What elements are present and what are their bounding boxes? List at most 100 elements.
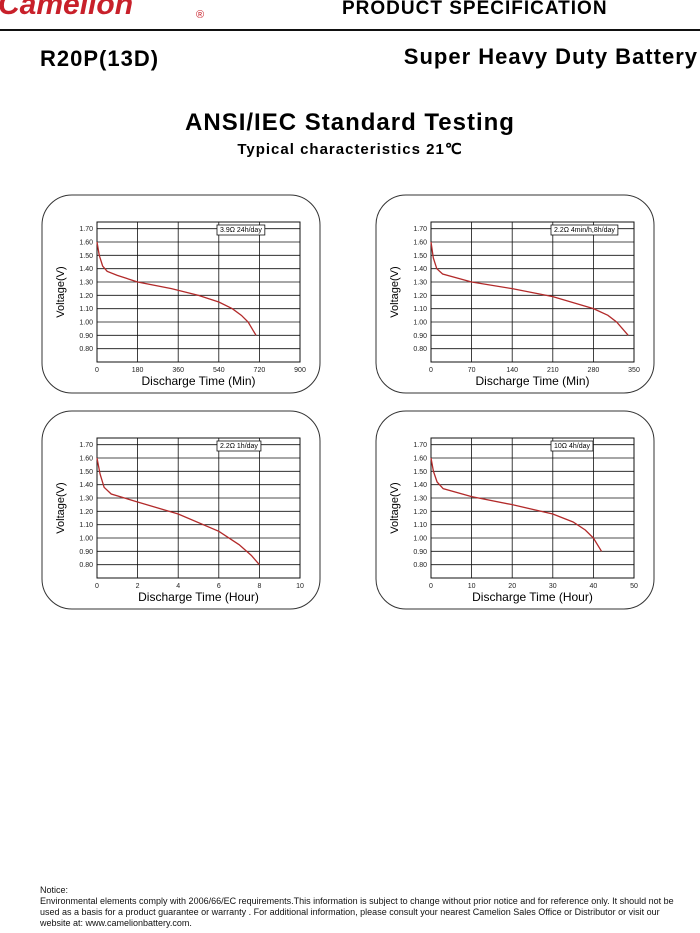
y-tick-label: 0.80 (79, 562, 93, 569)
y-tick-label: 1.20 (79, 509, 93, 516)
y-axis-label: Voltage(V) (389, 266, 401, 317)
y-tick-label: 1.10 (413, 522, 427, 529)
plot-area (430, 437, 635, 579)
x-tick-label: 900 (294, 367, 306, 374)
annotation: 3.9Ω 24h/day (220, 227, 262, 234)
doc-type: PRODUCT SPECIFICATION (342, 0, 608, 19)
x-tick-label: 10 (468, 583, 476, 590)
notice-label: Notice: (40, 885, 69, 895)
y-tick-label: 1.60 (79, 240, 93, 247)
y-tick-label: 1.10 (79, 306, 93, 313)
x-tick-label: 360 (172, 367, 184, 374)
x-tick-label: 20 (508, 583, 516, 590)
y-tick-label: 1.50 (79, 469, 93, 476)
y-tick-label: 0.90 (79, 549, 93, 556)
y-tick-label: 0.90 (413, 549, 427, 556)
x-axis-label: Discharge Time (Hour) (138, 590, 259, 604)
y-tick-label: 1.70 (413, 226, 427, 233)
y-tick-label: 1.10 (79, 522, 93, 529)
x-tick-label: 4 (176, 583, 180, 590)
x-tick-label: 0 (429, 367, 433, 374)
chart-panel (41, 194, 321, 394)
x-tick-label: 0 (95, 583, 99, 590)
x-tick-label: 280 (588, 367, 600, 374)
plot-area (96, 437, 301, 579)
y-tick-label: 1.20 (413, 509, 427, 516)
x-axis-label: Discharge Time (Hour) (472, 590, 593, 604)
x-tick-label: 720 (254, 367, 266, 374)
y-tick-label: 1.70 (413, 442, 427, 449)
annotation: 2.2Ω 1h/day (220, 443, 258, 450)
annotation-box (550, 440, 594, 452)
x-tick-label: 8 (257, 583, 261, 590)
y-tick-label: 0.80 (413, 346, 427, 353)
y-tick-label: 1.30 (79, 280, 93, 287)
x-tick-label: 180 (132, 367, 144, 374)
y-tick-label: 1.60 (413, 240, 427, 247)
x-tick-label: 540 (213, 367, 225, 374)
discharge-curve (430, 457, 603, 552)
y-tick-label: 1.30 (413, 280, 427, 287)
chart-panel (375, 194, 655, 394)
y-tick-label: 1.00 (79, 320, 93, 327)
y-tick-label: 1.70 (79, 442, 93, 449)
y-tick-label: 1.00 (413, 320, 427, 327)
y-tick-label: 1.50 (413, 253, 427, 260)
y-tick-label: 1.10 (413, 306, 427, 313)
document: Camelion ® PRODUCT SPECIFICATION R20P(13… (0, 0, 700, 610)
discharge-curve (96, 241, 257, 336)
plot-area (430, 221, 635, 363)
title: ANSI/IEC Standard Testing (185, 109, 515, 136)
plot-area (96, 221, 301, 363)
notice: Notice: Environmental elements comply wi… (40, 885, 685, 929)
y-tick-label: 0.90 (413, 333, 427, 340)
y-tick-label: 1.00 (79, 536, 93, 543)
x-tick-label: 10 (296, 583, 304, 590)
annotation: 2.2Ω 4min/h,8h/day (554, 227, 615, 234)
y-tick-label: 0.80 (79, 346, 93, 353)
y-tick-label: 1.60 (413, 456, 427, 463)
y-axis-label: Voltage(V) (389, 482, 401, 533)
y-tick-label: 1.30 (79, 496, 93, 503)
y-tick-label: 1.20 (79, 293, 93, 300)
x-tick-label: 70 (468, 367, 476, 374)
y-tick-label: 1.30 (413, 496, 427, 503)
y-tick-label: 1.50 (79, 253, 93, 260)
y-tick-label: 1.70 (79, 226, 93, 233)
x-tick-label: 50 (630, 583, 638, 590)
x-axis-label: Discharge Time (Min) (141, 374, 255, 388)
x-tick-label: 0 (429, 583, 433, 590)
x-tick-label: 210 (547, 367, 559, 374)
x-tick-label: 2 (136, 583, 140, 590)
registered-mark: ® (196, 9, 204, 21)
y-tick-label: 1.40 (413, 266, 427, 273)
brand-logo: Camelion (0, 0, 133, 21)
y-tick-label: 1.60 (79, 456, 93, 463)
y-tick-label: 1.40 (79, 266, 93, 273)
y-tick-label: 0.90 (79, 333, 93, 340)
annotation-box (216, 440, 262, 452)
discharge-curve (430, 241, 629, 336)
y-tick-label: 1.40 (79, 482, 93, 489)
y-tick-label: 1.40 (413, 482, 427, 489)
x-tick-label: 0 (95, 367, 99, 374)
product-name: Super Heavy Duty Battery (404, 44, 698, 69)
discharge-curve (96, 457, 260, 566)
x-axis-label: Discharge Time (Min) (475, 374, 589, 388)
annotation-box (550, 224, 619, 236)
x-tick-label: 40 (590, 583, 598, 590)
y-tick-label: 1.50 (413, 469, 427, 476)
annotation: 10Ω 4h/day (554, 443, 590, 450)
y-axis-label: Voltage(V) (55, 266, 67, 317)
x-tick-label: 30 (549, 583, 557, 590)
notice-text: Environmental elements comply with 2006/… (40, 896, 674, 928)
x-tick-label: 140 (506, 367, 518, 374)
y-tick-label: 1.20 (413, 293, 427, 300)
x-tick-label: 6 (217, 583, 221, 590)
model: R20P(13D) (40, 46, 159, 71)
y-tick-label: 1.00 (413, 536, 427, 543)
chart-panel (375, 410, 655, 610)
annotation-box (216, 224, 266, 236)
y-axis-label: Voltage(V) (55, 482, 67, 533)
